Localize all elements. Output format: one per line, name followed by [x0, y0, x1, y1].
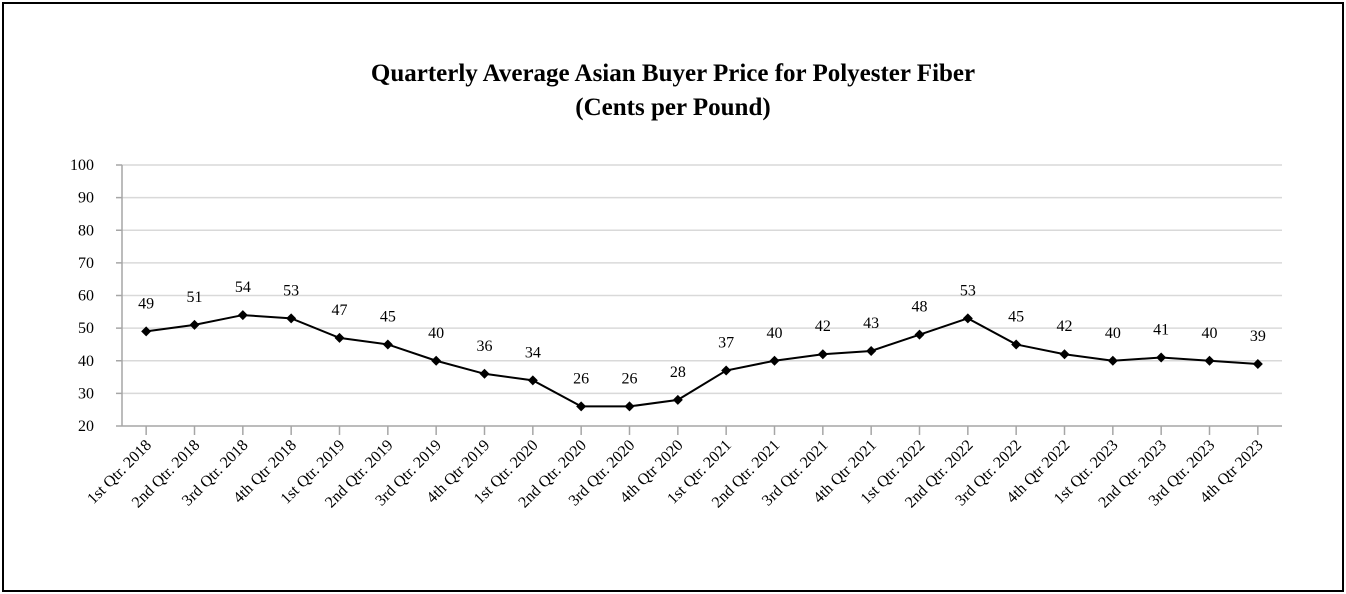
- data-point: [817, 349, 828, 360]
- data-point: [286, 313, 297, 324]
- data-label: 48: [912, 299, 928, 316]
- y-tick-label: 30: [78, 385, 94, 402]
- data-label: 47: [332, 302, 348, 319]
- data-point: [431, 355, 442, 366]
- data-label: 49: [138, 295, 154, 312]
- data-point: [1156, 352, 1167, 363]
- data-label: 39: [1250, 328, 1266, 345]
- data-label: 40: [1202, 325, 1218, 342]
- series-line: [146, 314, 1258, 408]
- data-label: 54: [235, 279, 251, 296]
- data-point: [672, 394, 683, 405]
- data-label: 42: [1057, 318, 1073, 335]
- data-point: [769, 355, 780, 366]
- data-label: 37: [718, 335, 734, 352]
- data-label: 41: [1153, 321, 1169, 338]
- data-point: [866, 345, 877, 356]
- data-label: 40: [428, 325, 444, 342]
- data-label: 45: [380, 308, 396, 325]
- y-tick-label: 50: [78, 320, 94, 337]
- data-label: 43: [863, 315, 879, 332]
- data-point: [1059, 349, 1070, 360]
- y-tick-label: 90: [78, 190, 94, 207]
- y-tick-label: 100: [70, 157, 94, 174]
- data-label: 53: [960, 282, 976, 299]
- data-point: [334, 332, 345, 343]
- data-label: 36: [477, 338, 493, 355]
- data-point: [382, 339, 393, 350]
- data-label: 53: [283, 282, 299, 299]
- data-label: 40: [1105, 325, 1121, 342]
- data-label: 26: [622, 370, 638, 387]
- data-label: 40: [767, 325, 783, 342]
- chart-title: Quarterly Average Asian Buyer Price for …: [370, 60, 976, 87]
- data-label: 51: [187, 289, 203, 306]
- data-label: 34: [525, 344, 541, 361]
- data-point: [141, 326, 152, 337]
- data-point: [1107, 355, 1118, 366]
- data-point: [237, 310, 248, 321]
- data-point: [962, 313, 973, 324]
- y-tick-label: 20: [78, 418, 94, 435]
- data-point: [189, 319, 200, 330]
- y-tick-label: 80: [78, 222, 94, 239]
- data-label: 28: [670, 364, 686, 381]
- data-point: [576, 401, 587, 412]
- y-tick-label: 70: [78, 255, 94, 272]
- chart-subtitle: (Cents per Pound): [575, 94, 771, 121]
- data-point: [1204, 355, 1215, 366]
- data-label: 42: [815, 318, 831, 335]
- data-point: [1011, 339, 1022, 350]
- data-point: [721, 365, 732, 376]
- data-point: [1252, 359, 1263, 370]
- data-label: 45: [1008, 308, 1024, 325]
- data-label: 26: [573, 370, 589, 387]
- data-point: [527, 375, 538, 386]
- data-point: [624, 401, 635, 412]
- y-tick-label: 60: [78, 288, 94, 305]
- data-point: [479, 368, 490, 379]
- y-tick-label: 40: [78, 353, 94, 370]
- data-point: [914, 329, 925, 340]
